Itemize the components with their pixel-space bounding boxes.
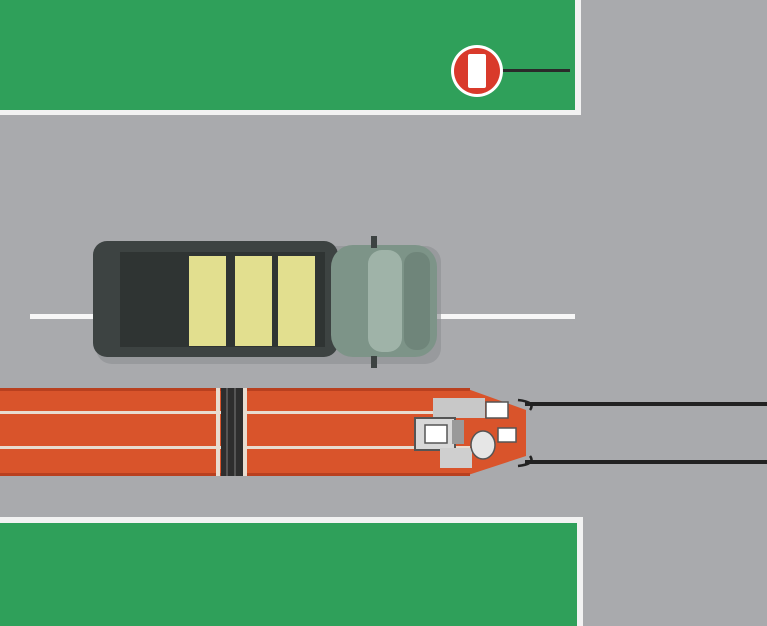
tram-tracks xyxy=(525,402,767,464)
truck-load-panel xyxy=(189,256,226,346)
lane-marking xyxy=(30,314,575,319)
tram-roof-equipment xyxy=(414,398,517,468)
tram-articulation xyxy=(221,388,243,476)
tram-body xyxy=(0,388,526,476)
grass-block-bottom xyxy=(0,517,583,626)
truck-load-panel xyxy=(278,256,315,346)
truck-icon xyxy=(93,236,441,368)
truck-load-panel xyxy=(235,256,272,346)
tram-icon xyxy=(0,388,533,476)
no-entry-sign-icon xyxy=(451,45,570,97)
